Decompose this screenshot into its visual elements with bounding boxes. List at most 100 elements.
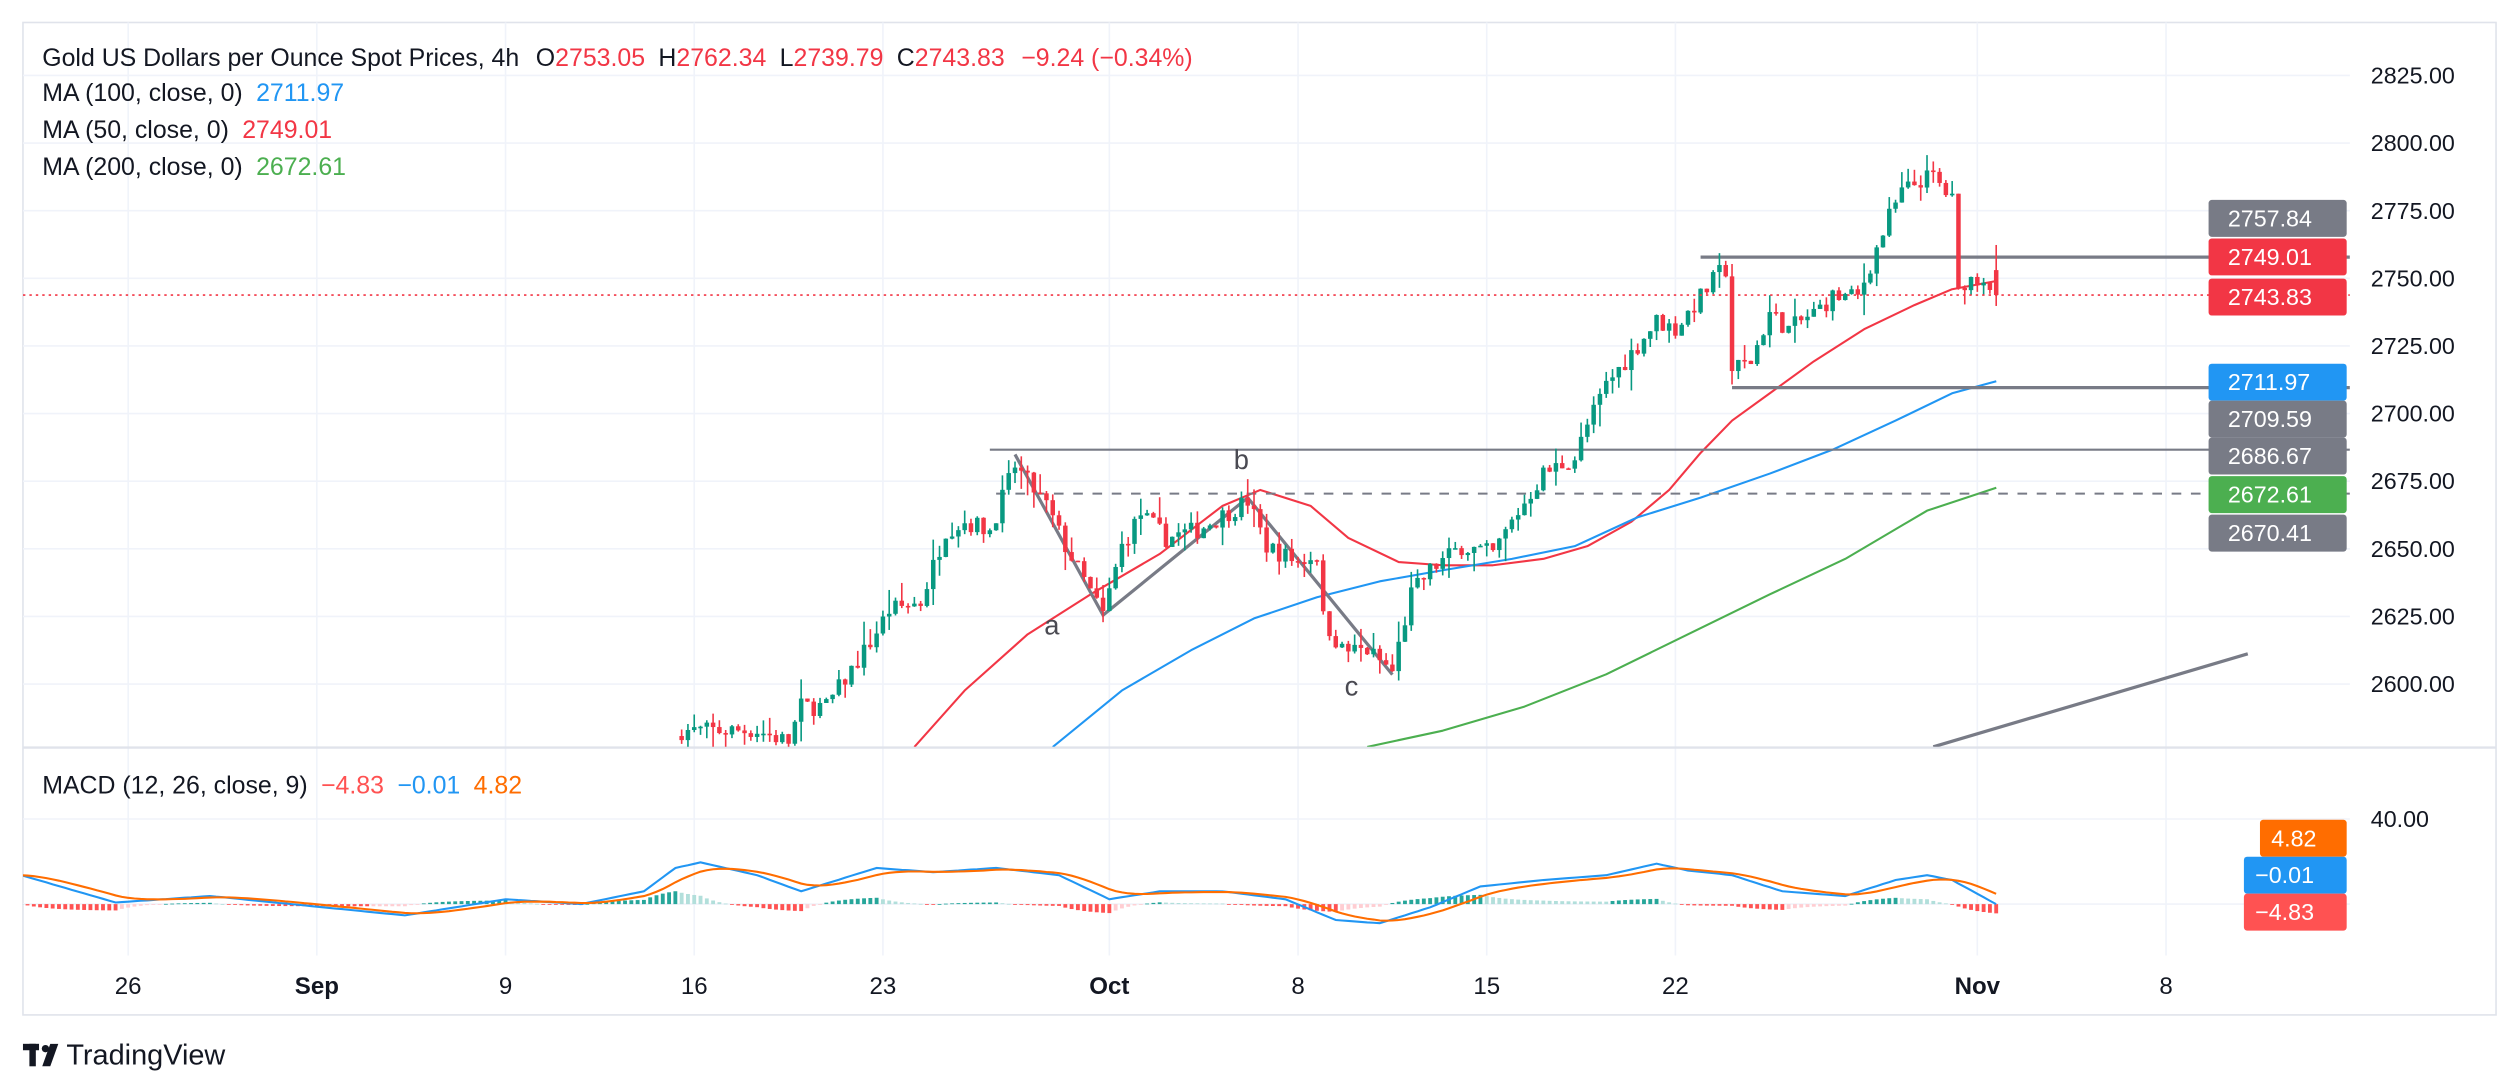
candle-body xyxy=(868,644,873,648)
macd-pane[interactable] xyxy=(19,861,1999,925)
macd-histogram-bar xyxy=(1390,902,1395,905)
macd-histogram-bar xyxy=(1604,901,1609,905)
macd-histogram-bar xyxy=(245,904,250,906)
candle-body xyxy=(1522,503,1527,516)
macd-histogram-bar xyxy=(1793,904,1797,909)
macd-histogram-bar xyxy=(1547,900,1552,905)
macd-histogram-bar xyxy=(717,902,722,905)
candle xyxy=(1836,287,1842,301)
open-value: 2753.05 xyxy=(555,44,645,72)
time-axis-label: Oct xyxy=(1089,973,1129,1000)
price-badge-background xyxy=(2208,476,2347,514)
candle xyxy=(1396,621,1401,681)
macd-histogram-bar xyxy=(1314,904,1319,911)
macd-histogram-bar xyxy=(1906,898,1911,905)
macd-histogram-bar xyxy=(1635,899,1640,905)
candle xyxy=(1943,180,1949,198)
price-axis-tick: 2600.00 xyxy=(2371,671,2455,697)
macd-histogram-bar xyxy=(887,900,892,905)
candle xyxy=(1660,313,1666,331)
candle xyxy=(805,698,810,703)
price-badge-background xyxy=(2208,400,2347,438)
candle-body xyxy=(1899,187,1905,203)
candle-body xyxy=(1415,577,1420,588)
macd-histogram-bar xyxy=(994,902,999,905)
candle-body xyxy=(1931,170,1936,173)
candle-body xyxy=(1798,316,1804,321)
macd-histogram-bar xyxy=(805,904,810,909)
candle-body xyxy=(1723,265,1728,277)
macd-histogram-bar xyxy=(730,904,734,905)
candle xyxy=(1264,513,1269,562)
candle xyxy=(1031,471,1037,508)
macd-histogram-bar xyxy=(686,893,690,905)
candle xyxy=(1648,331,1653,347)
candle-body xyxy=(1836,290,1842,301)
candle xyxy=(754,725,760,743)
macd-histogram-bar xyxy=(1019,904,1024,905)
price-badge: 2749.01 xyxy=(2208,238,2347,276)
candle-body xyxy=(924,589,930,606)
macd-histogram-bar xyxy=(138,904,143,906)
macd-legend[interactable]: MACD (12, 26, close, 9) −4.83 −0.01 4.82 xyxy=(42,771,522,799)
macd-histogram-bar xyxy=(553,904,558,905)
price-pane[interactable] xyxy=(22,155,2350,750)
candle-body xyxy=(1088,576,1093,589)
symbol-legend[interactable]: Gold US Dollars per Ounce Spot Prices, 4… xyxy=(42,44,1192,72)
candle-body xyxy=(1144,513,1150,516)
candle-body xyxy=(1786,325,1791,333)
macd-histogram-bar xyxy=(1057,904,1061,906)
macd-histogram-bar xyxy=(38,904,43,908)
candle-body xyxy=(1232,517,1238,522)
macd-histogram-bar xyxy=(767,904,772,909)
price-axis[interactable]: 2600.00 2625.00 2650.00 2675.00 2700.00 2725.… xyxy=(2371,63,2455,698)
price-axis-tick: 2750.00 xyxy=(2371,265,2455,291)
close-value: 2743.83 xyxy=(915,44,1005,72)
macd-histogram-bar xyxy=(1516,899,1521,905)
macd-histogram-bar xyxy=(1855,902,1860,905)
ma50-value: 2749.01 xyxy=(242,116,332,144)
abc-zigzag[interactable] xyxy=(1013,453,1394,676)
candle-body xyxy=(1264,527,1269,553)
macd-histogram-bar xyxy=(1151,902,1156,905)
time-axis[interactable]: 26 Sep 9 16 23 Oct 8 15 22 Nov 8 xyxy=(115,973,2173,1000)
macd-histogram-bar xyxy=(692,894,697,905)
candle xyxy=(1603,371,1609,398)
signal-line[interactable] xyxy=(21,867,1997,922)
candle-body xyxy=(1648,331,1653,339)
ma200-line[interactable] xyxy=(1367,486,1997,747)
macd-histogram-bar xyxy=(1818,904,1823,907)
macd-histogram-bar xyxy=(1642,899,1646,905)
candle xyxy=(1000,475,1005,533)
macd-histogram-bar xyxy=(786,904,791,911)
candle xyxy=(1289,538,1294,566)
time-axis-label: 26 xyxy=(115,973,142,1000)
candle xyxy=(1006,460,1011,495)
macd-histogram-bar xyxy=(1050,904,1055,906)
price-badge-background xyxy=(2208,437,2347,475)
candle xyxy=(1044,490,1049,513)
candle-body xyxy=(1666,323,1672,331)
ma50-line[interactable] xyxy=(913,280,1997,747)
candle-body xyxy=(1748,360,1754,365)
macd-histogram-bar xyxy=(1283,904,1288,907)
candle xyxy=(685,723,691,747)
macd-histogram-bar xyxy=(1365,904,1370,908)
candle-body xyxy=(1239,497,1244,518)
macd-histogram-bar xyxy=(950,903,955,905)
candle-body xyxy=(1754,345,1760,365)
macd-histogram-bar xyxy=(1981,904,1986,913)
ma200-legend[interactable]: MA (200, close, 0) 2672.61 xyxy=(42,153,346,181)
macd-histogram-bar xyxy=(956,903,961,905)
candle-body xyxy=(1453,548,1458,550)
ma100-legend[interactable]: MA (100, close, 0) 2711.97 xyxy=(42,79,344,107)
macd-histogram-bar xyxy=(755,904,760,908)
candle-body xyxy=(1484,543,1489,546)
macd-histogram-bar xyxy=(635,900,640,905)
ma50-legend[interactable]: MA (50, close, 0) 2749.01 xyxy=(42,116,332,144)
tradingview-logo[interactable]: TradingView xyxy=(22,1040,225,1072)
trend-line[interactable] xyxy=(1932,652,2249,747)
ma100-line[interactable] xyxy=(1052,380,1997,747)
macd-histogram-bar xyxy=(925,904,929,905)
